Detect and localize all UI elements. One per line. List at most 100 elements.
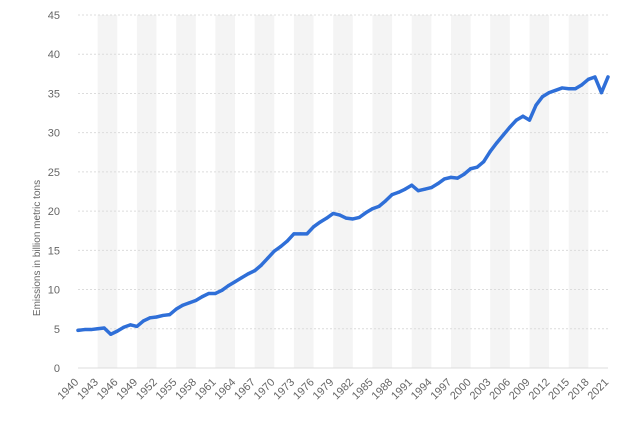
x-tick-label: 1976	[291, 376, 317, 402]
data-point	[259, 263, 263, 267]
x-tick-label: 1988	[370, 376, 396, 402]
data-point	[82, 327, 87, 332]
data-point	[200, 295, 204, 299]
data-point	[351, 217, 355, 221]
data-point	[266, 256, 270, 260]
background-band	[254, 15, 275, 368]
y-axis-ticks: 0 5 10 15 20 25 30 35 40 45	[48, 10, 60, 375]
y-tick-label: 10	[48, 285, 60, 297]
data-point	[285, 239, 289, 243]
background-band	[136, 15, 157, 368]
data-point	[325, 216, 329, 220]
background-band	[568, 15, 589, 368]
data-point	[220, 288, 224, 292]
data-point	[89, 327, 93, 332]
data-point	[495, 141, 499, 145]
data-point	[253, 269, 257, 273]
data-point	[534, 103, 538, 107]
x-tick-label: 1973	[271, 376, 297, 402]
data-point	[468, 167, 473, 171]
data-point	[455, 176, 460, 180]
data-point	[508, 125, 512, 129]
data-point	[482, 160, 486, 164]
data-point	[423, 187, 427, 191]
data-point	[272, 249, 276, 253]
series-group	[76, 75, 610, 337]
y-axis-label: Emissions in billion metric tons	[32, 180, 43, 316]
y-tick-label: 15	[48, 245, 60, 257]
data-point	[599, 91, 604, 95]
series-line	[76, 75, 610, 337]
x-tick-label: 1979	[311, 376, 337, 402]
background-band	[293, 15, 314, 368]
x-tick-label: 1985	[350, 376, 376, 402]
x-tick-label: 1994	[409, 376, 435, 402]
data-point	[168, 313, 172, 317]
gridlines	[78, 14, 608, 369]
background-band	[97, 15, 118, 368]
data-point	[436, 182, 440, 186]
x-tick-label: 2021	[585, 376, 611, 402]
data-point	[383, 199, 388, 203]
y-tick-label: 30	[48, 128, 60, 140]
data-point	[567, 87, 571, 91]
data-point	[370, 207, 375, 211]
x-tick-label: 1943	[75, 376, 101, 402]
data-point	[462, 172, 466, 176]
background-band	[372, 15, 393, 368]
data-point	[76, 328, 80, 332]
data-point	[298, 232, 303, 236]
data-point	[187, 301, 191, 305]
data-point	[410, 183, 414, 187]
data-point	[416, 189, 420, 193]
x-tick-label: 1961	[193, 376, 219, 402]
data-point	[514, 118, 518, 122]
data-point	[521, 114, 525, 118]
data-point	[154, 315, 159, 319]
background-band	[490, 15, 510, 368]
x-tick-label: 1967	[232, 376, 258, 402]
data-point	[442, 177, 447, 181]
data-point	[115, 329, 119, 333]
data-point	[194, 298, 198, 303]
data-point	[580, 83, 584, 87]
x-tick-label: 1991	[389, 376, 415, 402]
data-point	[560, 86, 564, 90]
data-point	[331, 211, 335, 216]
x-tick-label: 2003	[468, 376, 494, 402]
y-tick-label: 20	[48, 206, 60, 218]
data-point	[148, 316, 152, 320]
x-tick-label: 1997	[428, 376, 454, 402]
data-point	[364, 211, 368, 215]
data-point	[573, 87, 577, 91]
y-tick-label: 25	[48, 167, 60, 179]
data-point	[226, 284, 231, 288]
data-point	[390, 193, 394, 197]
x-tick-label: 2018	[566, 376, 592, 402]
data-point	[397, 190, 401, 194]
data-point	[344, 216, 348, 220]
data-point	[449, 175, 453, 179]
x-axis-ticks: 1940194319461949195219551958196119641967…	[55, 376, 611, 402]
background-band	[529, 15, 550, 368]
data-point	[377, 204, 381, 209]
background-band	[215, 15, 236, 368]
data-point	[279, 244, 283, 249]
x-tick-label: 1958	[173, 376, 199, 402]
x-tick-label: 1964	[213, 376, 239, 402]
data-point	[233, 280, 237, 284]
data-point	[292, 232, 296, 236]
data-point	[181, 303, 185, 307]
data-point	[527, 118, 532, 122]
data-point	[239, 276, 244, 280]
data-point	[593, 75, 597, 79]
data-point	[207, 291, 211, 296]
x-tick-label: 2006	[487, 376, 513, 402]
y-tick-label: 35	[48, 88, 60, 100]
data-point	[429, 185, 433, 190]
background-band	[333, 15, 353, 368]
x-tick-label: 2015	[546, 376, 572, 402]
data-point	[311, 225, 316, 229]
data-point	[338, 213, 342, 217]
